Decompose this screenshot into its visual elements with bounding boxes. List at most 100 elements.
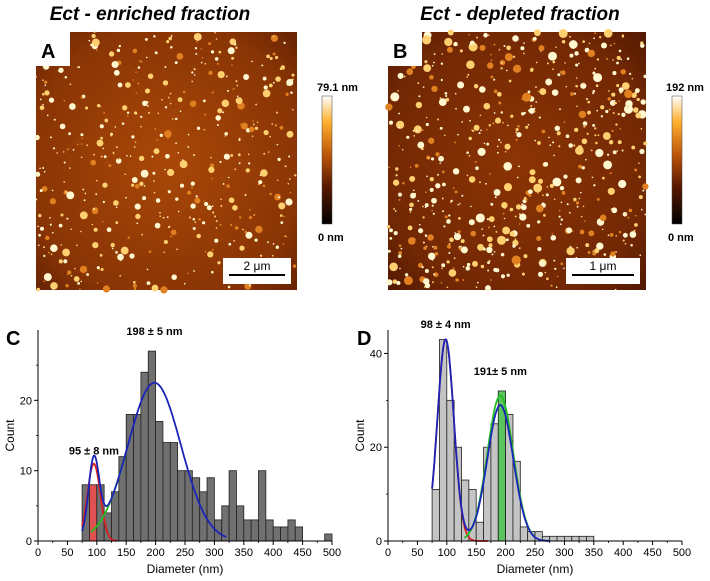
afm-particle bbox=[483, 142, 486, 145]
afm-particle bbox=[279, 125, 284, 130]
afm-particle bbox=[493, 188, 501, 196]
afm-particle bbox=[500, 111, 504, 114]
afm-particle bbox=[502, 121, 504, 124]
afm-particle bbox=[140, 115, 143, 119]
afm-particle bbox=[226, 184, 230, 188]
afm-particle bbox=[63, 161, 66, 164]
afm-particle bbox=[409, 211, 412, 213]
afm-particle bbox=[195, 52, 198, 55]
afm-particle bbox=[92, 207, 96, 211]
afm-particle bbox=[201, 221, 206, 225]
x-axis-title: Diameter (nm) bbox=[147, 562, 224, 576]
afm-particle bbox=[429, 74, 434, 80]
histogram-bar bbox=[280, 526, 289, 542]
afm-particle bbox=[447, 219, 449, 221]
afm-particle bbox=[443, 134, 446, 137]
histogram-bar bbox=[564, 535, 573, 542]
afm-particle bbox=[594, 67, 597, 70]
afm-particle bbox=[610, 208, 613, 210]
afm-particle bbox=[512, 55, 516, 58]
afm-particle bbox=[527, 109, 530, 112]
afm-particle bbox=[282, 243, 285, 245]
afm-particle bbox=[44, 80, 48, 84]
afm-particle bbox=[454, 92, 457, 95]
afm-particle bbox=[578, 164, 583, 169]
afm-particle bbox=[142, 196, 147, 201]
afm-particle bbox=[498, 101, 502, 105]
afm-particle bbox=[638, 175, 641, 179]
afm-particle bbox=[523, 111, 526, 115]
afm-particle bbox=[453, 233, 462, 241]
afm-particle bbox=[552, 60, 556, 64]
afm-particle bbox=[220, 198, 222, 201]
afm-particle bbox=[504, 53, 513, 62]
afm-particle bbox=[472, 260, 478, 267]
afm-particle bbox=[290, 91, 293, 94]
afm-particle bbox=[193, 68, 196, 71]
afm-particle bbox=[424, 206, 427, 209]
afm-particles-a bbox=[34, 31, 297, 294]
histogram-c: C 0 50 100 150 200 250 300 350 400 450 500 0 10 20 Diam… bbox=[3, 326, 341, 576]
afm-particle bbox=[616, 84, 620, 88]
afm-particle bbox=[460, 239, 465, 244]
afm-particle bbox=[621, 112, 626, 117]
afm-particle bbox=[388, 120, 394, 125]
afm-particle bbox=[144, 88, 151, 94]
afm-particle bbox=[80, 143, 83, 145]
afm-particle bbox=[442, 182, 446, 187]
afm-particle bbox=[212, 211, 215, 214]
afm-particle bbox=[85, 106, 89, 110]
afm-particle bbox=[465, 266, 471, 271]
afm-particle bbox=[491, 253, 494, 256]
afm-particle bbox=[407, 225, 413, 231]
afm-particle bbox=[592, 71, 596, 75]
afm-particle bbox=[132, 48, 138, 54]
afm-particle bbox=[70, 274, 73, 277]
afm-particle bbox=[558, 29, 568, 38]
afm-particle bbox=[252, 123, 255, 126]
afm-particle bbox=[136, 222, 139, 225]
afm-particle bbox=[184, 282, 186, 285]
afm-particle bbox=[113, 200, 119, 206]
panel-letter-d: D bbox=[357, 328, 371, 350]
x-tick-label: 250 bbox=[176, 547, 194, 559]
afm-particle bbox=[42, 103, 44, 106]
colorbar-a: 79.1 nm 0 nm bbox=[317, 82, 358, 244]
afm-particle bbox=[406, 68, 414, 76]
afm-particle bbox=[576, 246, 578, 249]
afm-particle bbox=[476, 36, 479, 39]
afm-particle bbox=[230, 224, 233, 227]
afm-particle bbox=[219, 223, 222, 226]
peak-annotation: 191± 5 nm bbox=[474, 366, 527, 378]
afm-particle bbox=[286, 78, 294, 87]
afm-particle bbox=[81, 137, 83, 140]
afm-particle bbox=[546, 277, 549, 280]
afm-particle bbox=[398, 192, 402, 197]
afm-particle bbox=[585, 158, 587, 161]
afm-particle bbox=[628, 208, 633, 213]
colorbar-b: 192 nm 0 nm bbox=[666, 82, 704, 244]
afm-particle bbox=[557, 73, 561, 77]
afm-particle bbox=[416, 129, 418, 132]
afm-particle bbox=[607, 234, 610, 237]
afm-particle bbox=[140, 125, 142, 128]
afm-particle bbox=[618, 179, 627, 189]
afm-particle bbox=[643, 112, 646, 115]
afm-particle bbox=[520, 204, 527, 211]
afm-particle bbox=[93, 31, 96, 33]
afm-particle bbox=[397, 254, 402, 258]
afm-particle bbox=[126, 111, 130, 114]
afm-particle bbox=[530, 105, 533, 107]
afm-particle bbox=[521, 272, 525, 276]
afm-particle bbox=[274, 193, 281, 201]
afm-particle bbox=[493, 43, 496, 46]
afm-particle bbox=[255, 225, 263, 234]
afm-particle bbox=[217, 108, 223, 114]
afm-particle bbox=[96, 266, 100, 270]
afm-particle bbox=[115, 251, 118, 254]
afm-particle bbox=[239, 245, 245, 251]
afm-particle bbox=[610, 251, 616, 257]
afm-particle bbox=[80, 156, 83, 159]
afm-particle bbox=[471, 43, 474, 46]
afm-particle bbox=[480, 264, 485, 269]
